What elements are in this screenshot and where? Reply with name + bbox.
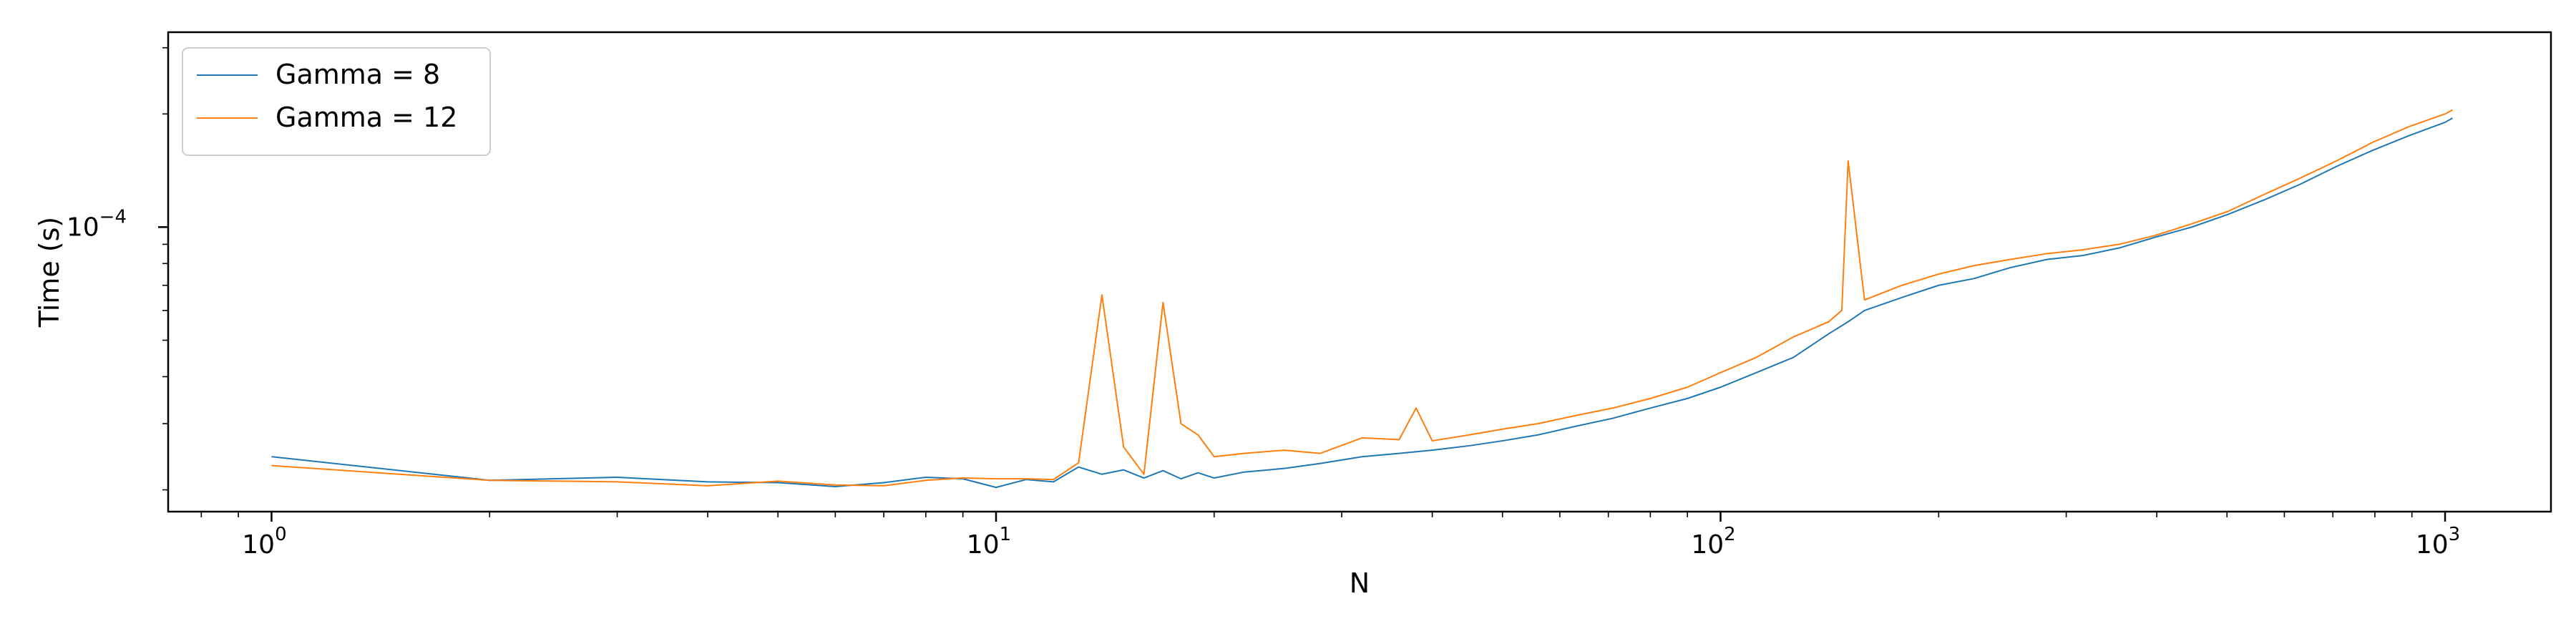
legend-label-gamma-8: Gamma = 8 (275, 59, 440, 90)
series-group (271, 109, 2453, 489)
y-tick-label-0: 10−4 (67, 206, 127, 242)
legend-label-gamma-12: Gamma = 12 (275, 102, 457, 133)
y-axis-label: Time (s) (34, 217, 65, 328)
series-line-0 (271, 117, 2453, 489)
legend-box (182, 47, 491, 156)
x-axis-label: N (1350, 567, 1370, 599)
plot-area (167, 31, 2552, 513)
series-line-1 (271, 109, 2453, 487)
axes-frame (167, 31, 2552, 513)
y-axis-ticks: 10−4 (67, 47, 168, 491)
legend: Gamma = 8 Gamma = 12 (182, 47, 491, 156)
